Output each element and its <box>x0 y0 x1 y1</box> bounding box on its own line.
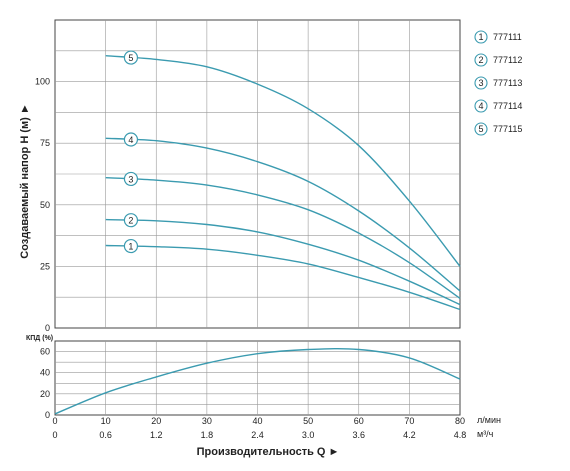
head-y-tick-label: 0 <box>45 323 50 333</box>
legend-entry: 777111 <box>493 32 522 42</box>
efficiency-y-tick-label: 0 <box>45 410 50 420</box>
curve-marker-label: 3 <box>128 174 133 184</box>
head-chart-grid <box>54 19 461 329</box>
curve-marker-label: 4 <box>128 135 133 145</box>
x-tick-labels: 0 0 10 0.6 20 1.2 30 1.8 40 2.4 50 3.0 60 3.6 70 4.2 80 4… <box>52 416 466 440</box>
legend-marker <box>474 53 488 67</box>
curve-marker-label: 1 <box>128 242 133 252</box>
curve-marker-circle <box>123 213 139 228</box>
x-tick-label-lmin: 60 <box>354 416 364 426</box>
legend-entry: 777112 <box>493 55 522 65</box>
head-y-tick-label: 50 <box>40 200 50 210</box>
x-unit-lmin: л/мин <box>477 415 501 425</box>
efficiency-y-tick-label: 40 <box>40 368 50 378</box>
legend-marker <box>474 76 488 90</box>
x-tick-label-lmin: 30 <box>202 416 212 426</box>
x-tick-label-m3h: 0 <box>52 430 57 440</box>
x-tick-label-m3h: 2.4 <box>251 430 264 440</box>
efficiency-y-tick-label: 20 <box>40 389 50 399</box>
legend-marker-label: 5 <box>478 124 483 134</box>
legend-marker <box>474 30 488 44</box>
legend-marker-label: 1 <box>478 32 483 42</box>
head-curve-3 <box>105 177 461 299</box>
x-tick-label-m3h: 3.6 <box>352 430 365 440</box>
x-tick-label-lmin: 0 <box>52 416 57 426</box>
efficiency-curve <box>54 347 461 415</box>
legend-marker-label: 3 <box>478 78 483 88</box>
x-axis-title: Производительность Q ► <box>197 446 340 458</box>
x-tick-label-lmin: 20 <box>151 416 161 426</box>
head-curve-4 <box>105 137 461 292</box>
curve-marker-label: 2 <box>128 216 133 226</box>
x-tick-label-m3h: 3.0 <box>302 430 315 440</box>
legend: 1 777111 2 777112 3 777113 4 777114 5 777115 <box>474 30 522 136</box>
efficiency-axis-title: КПД (%) <box>26 335 53 342</box>
head-curves <box>105 55 461 311</box>
legend-marker-label: 2 <box>478 55 483 65</box>
legend-marker <box>474 122 488 136</box>
x-unit-m3h: м³/ч <box>477 429 494 439</box>
curve-marker-circle <box>123 171 139 187</box>
x-tick-label-lmin: 50 <box>303 416 313 426</box>
head-curve-2 <box>105 218 461 306</box>
x-tick-label-m3h: 0.6 <box>99 430 112 440</box>
x-tick-label-lmin: 40 <box>252 416 262 426</box>
head-y-tick-label: 75 <box>40 138 50 148</box>
head-curve-1 <box>105 244 461 311</box>
x-tick-label-m3h: 1.8 <box>201 430 214 440</box>
legend-entry: 777115 <box>493 124 522 134</box>
x-tick-label-m3h: 4.2 <box>403 430 416 440</box>
curve-marker-circle <box>123 238 139 254</box>
y-axis-title: Создаваемый напор H (м) ► <box>19 103 31 258</box>
x-tick-label-lmin: 80 <box>455 416 465 426</box>
efficiency-y-tick-label: 60 <box>40 347 50 357</box>
curve-marker-circle <box>123 50 139 65</box>
efficiency-y-tick-labels: 0 20 40 60 <box>40 347 50 420</box>
head-curve-markers: 1 2 3 4 5 <box>123 50 139 254</box>
legend-entry: 777113 <box>493 78 522 88</box>
curve-marker-circle <box>123 132 139 147</box>
x-tick-label-m3h: 1.2 <box>150 430 163 440</box>
legend-entry: 777114 <box>493 101 522 111</box>
legend-marker-label: 4 <box>478 101 483 111</box>
x-tick-label-m3h: 4.8 <box>454 430 467 440</box>
head-curve-5 <box>105 55 461 267</box>
legend-marker <box>474 99 488 113</box>
head-y-tick-label: 100 <box>35 77 50 87</box>
efficiency-curve-line <box>54 347 461 415</box>
efficiency-chart-grid <box>54 340 461 416</box>
curve-marker-label: 5 <box>128 53 133 63</box>
x-tick-label-lmin: 70 <box>404 416 414 426</box>
head-y-tick-label: 25 <box>40 261 50 271</box>
head-y-tick-labels: 0 25 50 75 100 <box>35 77 50 333</box>
x-tick-label-lmin: 10 <box>101 416 111 426</box>
